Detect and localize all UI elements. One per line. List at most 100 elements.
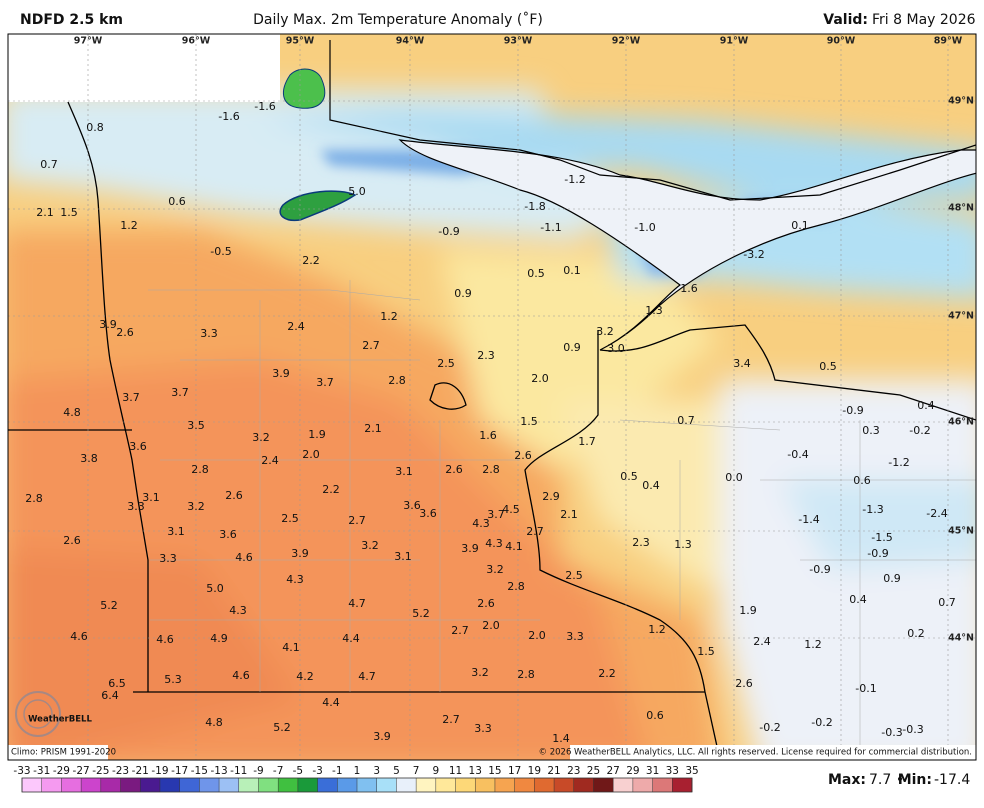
anomaly-value: 2.0 [302, 448, 320, 461]
anomaly-value: 3.2 [361, 539, 379, 552]
colorbar-swatch [41, 778, 62, 792]
colorbar-swatch [357, 778, 378, 792]
anomaly-value: 3.3 [159, 552, 177, 565]
anomaly-value: 0.4 [642, 479, 660, 492]
colorbar-tick-label: -7 [273, 765, 283, 777]
anomaly-value: 3.8 [80, 452, 98, 465]
anomaly-value: 3.2 [471, 666, 489, 679]
anomaly-value: 2.0 [531, 372, 549, 385]
anomaly-value: 1.2 [804, 638, 822, 651]
anomaly-value: 2.5 [565, 569, 583, 582]
colorbar-tick-label: -31 [33, 765, 50, 777]
colorbar-tick-label: 35 [685, 765, 698, 777]
colorbar-tick-label: 5 [393, 765, 400, 777]
colorbar-swatch [258, 778, 279, 792]
anomaly-value: 1.5 [697, 645, 715, 658]
anomaly-value: 1.2 [120, 219, 138, 232]
anomaly-value: -1.1 [540, 221, 561, 234]
anomaly-value: 2.5 [437, 357, 455, 370]
colorbar-tick-label: 27 [606, 765, 619, 777]
anomaly-value: -0.9 [842, 404, 863, 417]
anomaly-value: 2.8 [191, 463, 209, 476]
longitude-label: 93°W [504, 36, 533, 47]
latitude-label: 45°N [948, 526, 974, 537]
anomaly-field [8, 34, 976, 760]
colorbar-swatch [613, 778, 634, 792]
colorbar-swatch [494, 778, 515, 792]
anomaly-value: 0.9 [883, 572, 901, 585]
colorbar-swatch [554, 778, 575, 792]
anomaly-value: 5.0 [348, 185, 366, 198]
anomaly-value: 5.2 [100, 599, 118, 612]
anomaly-value: 4.8 [205, 716, 223, 729]
colorbar-tick-label: 33 [666, 765, 679, 777]
anomaly-value: 2.5 [281, 512, 299, 525]
anomaly-value: 4.1 [505, 540, 523, 553]
anomaly-value: 4.4 [342, 632, 360, 645]
colorbar-tick-label: -11 [230, 765, 247, 777]
colorbar-tick-label: -13 [210, 765, 227, 777]
anomaly-value: -1.3 [862, 503, 883, 516]
separator: • [896, 772, 904, 788]
colorbar-swatch [278, 778, 299, 792]
climo-note: Climo: PRISM 1991-2020 [11, 748, 116, 758]
anomaly-value: 3.1 [395, 465, 413, 478]
anomaly-value: 3.6 [419, 507, 437, 520]
anomaly-value: 3.7 [316, 376, 334, 389]
colorbar-tick-label: 9 [432, 765, 439, 777]
anomaly-value: 1.4 [552, 732, 570, 745]
anomaly-value: 1.5 [60, 206, 78, 219]
colorbar-tick-label: -23 [112, 765, 129, 777]
colorbar-swatch [416, 778, 437, 792]
anomaly-value: 1.6 [479, 429, 497, 442]
anomaly-value: 3.9 [272, 367, 290, 380]
colorbar-swatch [534, 778, 555, 792]
anomaly-value: 5.0 [206, 582, 224, 595]
anomaly-value: 3.9 [99, 318, 117, 331]
anomaly-value: 3.7 [487, 508, 505, 521]
anomaly-value: -0.5 [210, 245, 231, 258]
anomaly-value: 1.7 [578, 435, 596, 448]
anomaly-value: 2.8 [517, 668, 535, 681]
colorbar-swatch [632, 778, 653, 792]
anomaly-value: 2.2 [322, 483, 340, 496]
colorbar-tick-label: -1 [332, 765, 342, 777]
anomaly-value: 1.3 [645, 304, 663, 317]
anomaly-value: 0.3 [862, 424, 880, 437]
anomaly-value: 0.7 [938, 596, 956, 609]
anomaly-value: 3.7 [171, 386, 189, 399]
colorbar-swatch [455, 778, 476, 792]
anomaly-value: -1.0 [634, 221, 655, 234]
colorbar-tick-label: -3 [312, 765, 322, 777]
valid-date: Fri 8 May 2026 [872, 12, 976, 28]
colorbar-tick-label: 17 [508, 765, 521, 777]
colorbar-swatch [199, 778, 220, 792]
anomaly-value: 3.3 [474, 722, 492, 735]
anomaly-value: 0.6 [853, 474, 871, 487]
anomaly-value: 2.6 [116, 326, 134, 339]
anomaly-value: -0.2 [811, 716, 832, 729]
colorbar-swatch [140, 778, 161, 792]
latitude-label: 49°N [948, 96, 974, 107]
colorbar-swatch [593, 778, 614, 792]
anomaly-value: 3.2 [252, 431, 270, 444]
anomaly-value: 4.8 [63, 406, 81, 419]
anomaly-value: 0.7 [677, 414, 695, 427]
colorbar-swatch [81, 778, 102, 792]
colorbar-tick-label: 19 [528, 765, 541, 777]
anomaly-value: 3.2 [187, 500, 205, 513]
anomaly-value: 3.9 [373, 730, 391, 743]
anomaly-value: 2.8 [388, 374, 406, 387]
anomaly-value: -1.8 [524, 200, 545, 213]
anomaly-value: 2.2 [598, 667, 616, 680]
colorbar-swatch [219, 778, 240, 792]
min-value: -17.4 [934, 772, 970, 788]
anomaly-value: -1.2 [888, 456, 909, 469]
anomaly-value: 0.7 [40, 158, 58, 171]
colorbar-swatch [435, 778, 456, 792]
colorbar-tick-label: -29 [53, 765, 70, 777]
anomaly-value: -1.6 [218, 110, 239, 123]
anomaly-value: 3.1 [394, 550, 412, 563]
longitude-label: 94°W [396, 36, 425, 47]
